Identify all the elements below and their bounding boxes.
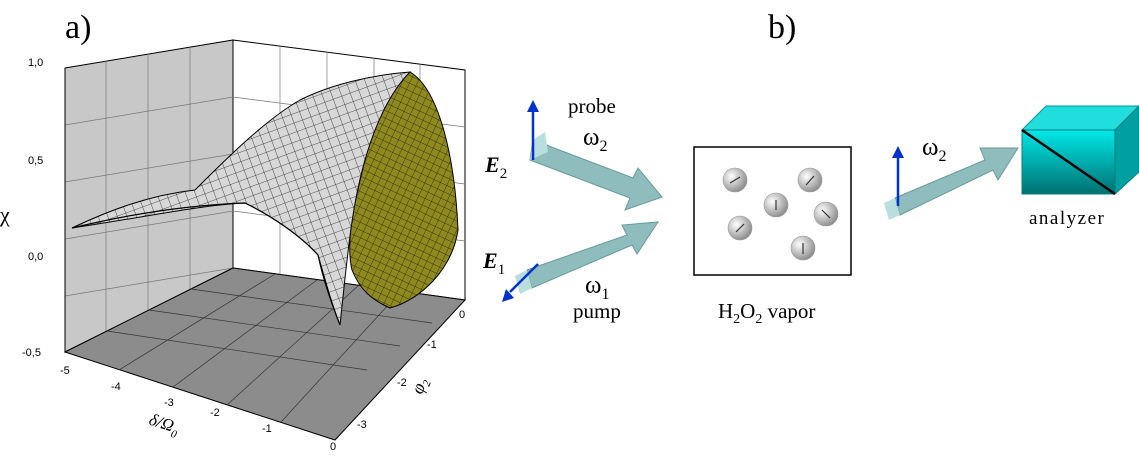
z-tick-2: 0,5 xyxy=(28,155,43,167)
pump-field-sub: 1 xyxy=(498,262,506,278)
panel-a: a) xyxy=(0,9,467,453)
output-field-arrow xyxy=(892,146,904,206)
svg-text:δ/Ω0: δ/Ω0 xyxy=(146,410,183,441)
y-tick-2: -1 xyxy=(427,339,437,351)
pump-freq-sub: 1 xyxy=(601,286,609,303)
svg-text:φ2: φ2 xyxy=(407,375,434,398)
svg-text:E1: E1 xyxy=(482,248,505,278)
panel-a-label: a) xyxy=(65,9,91,46)
panel-b-label: b) xyxy=(768,9,796,46)
atom xyxy=(797,167,823,193)
svg-text:ω2: ω2 xyxy=(922,134,946,165)
y-tick-1: 0 xyxy=(459,309,465,321)
surface-front-edge xyxy=(71,202,341,326)
atom xyxy=(813,201,839,227)
y-axis-label: φ2 xyxy=(407,375,434,398)
analyzer-label: analyzer xyxy=(1029,208,1105,229)
y-axis-label-sub: 2 xyxy=(421,378,434,388)
floor xyxy=(63,267,467,441)
pump-field-arrow xyxy=(502,263,539,302)
pump-beam-arrow xyxy=(515,221,659,294)
probe-freq-symbol: ω xyxy=(583,124,599,151)
x-tick-1: -5 xyxy=(60,365,70,377)
atom xyxy=(763,192,789,218)
pump-field-symbol: E xyxy=(482,248,498,273)
vapor-label: H2O2 vapor xyxy=(718,299,815,327)
x-tick-6: 0 xyxy=(330,441,336,453)
pump-freq-symbol: ω xyxy=(585,272,601,299)
analyzer-cube xyxy=(1020,105,1139,196)
probe-field-arrow xyxy=(527,100,539,160)
svg-text:E2: E2 xyxy=(484,152,507,182)
z-tick-4: -0,5 xyxy=(22,347,41,359)
panel-b: b) E2 probe ω2 E1 ω1 pump xyxy=(482,9,1139,327)
x-tick-2: -4 xyxy=(111,381,121,393)
atom xyxy=(722,167,748,193)
svg-text:ω2: ω2 xyxy=(583,124,607,155)
probe-field-symbol: E xyxy=(484,152,500,177)
probe-freq-sub: 2 xyxy=(599,138,607,155)
x-axis-label: δ/Ω0 xyxy=(146,410,183,441)
x-tick-5: -1 xyxy=(262,423,272,435)
y-tick-3: -2 xyxy=(397,377,407,389)
z-axis-label: χ xyxy=(0,202,10,227)
x-tick-4: -2 xyxy=(210,407,220,419)
vapor-atoms xyxy=(722,167,839,261)
output-freq-symbol: ω xyxy=(922,134,938,161)
probe-field-sub: 2 xyxy=(500,166,508,182)
z-tick-1: 1,0 xyxy=(28,57,43,69)
x-tick-3: -3 xyxy=(164,397,174,409)
probe-label: probe xyxy=(568,94,616,118)
atom xyxy=(727,215,753,241)
z-tick-3: 0,0 xyxy=(28,251,43,263)
output-beam-arrow xyxy=(884,147,1019,220)
output-freq-sub: 2 xyxy=(938,148,946,165)
x-axis-label-sub: 0 xyxy=(169,428,178,441)
y-tick-4: -3 xyxy=(357,419,367,431)
probe-beam-arrow xyxy=(529,132,663,211)
pump-label: pump xyxy=(573,299,621,323)
svg-text:ω1: ω1 xyxy=(585,272,609,303)
atom xyxy=(790,235,816,261)
